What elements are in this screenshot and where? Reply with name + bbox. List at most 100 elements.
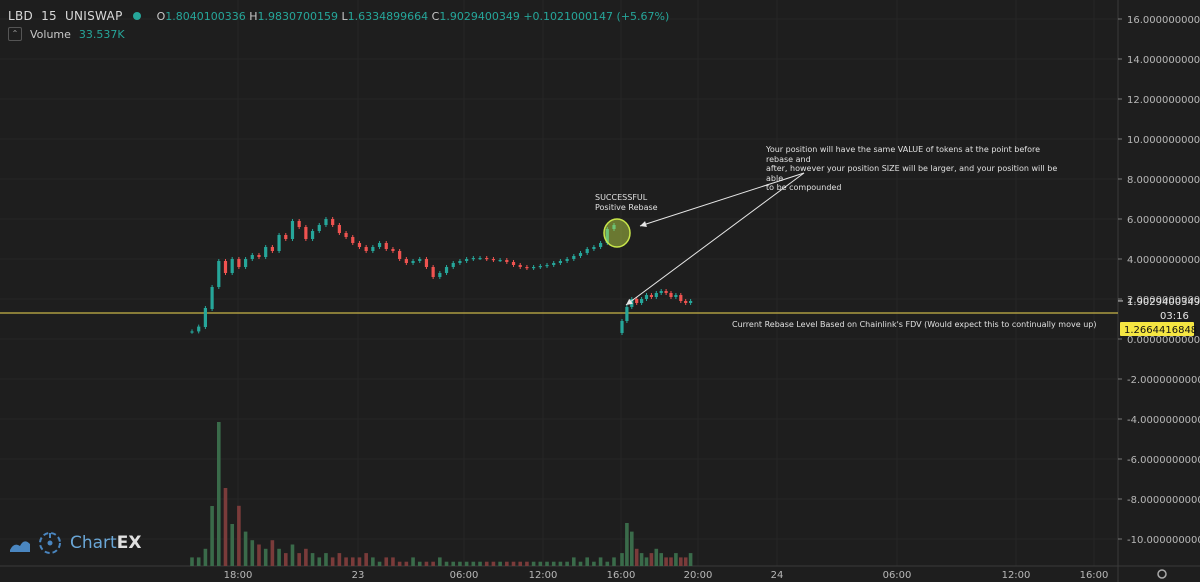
candle-body xyxy=(197,326,201,332)
candle-body xyxy=(511,262,516,265)
volume-bar xyxy=(310,553,315,566)
price-tick-label: 6.0000000000 xyxy=(1127,215,1200,226)
volume-bar xyxy=(598,557,603,566)
candle-body xyxy=(344,233,348,237)
candle-body xyxy=(297,221,301,227)
time-tick-label: 18:00 xyxy=(224,570,253,581)
volume-bar xyxy=(344,557,348,566)
volume-bar xyxy=(478,561,482,566)
candle-body xyxy=(669,293,673,297)
candle-body xyxy=(649,295,653,297)
rebase-level-label: Current Rebase Level Based on Chainlink'… xyxy=(732,320,1097,329)
candle-body xyxy=(635,299,639,303)
candle-body xyxy=(270,247,274,251)
candle-body xyxy=(578,253,583,256)
candle-body xyxy=(357,243,362,247)
candle-body xyxy=(337,225,341,233)
volume-bar xyxy=(404,561,409,566)
candle-body xyxy=(277,235,281,251)
volume-bar xyxy=(525,561,529,566)
volume-bar xyxy=(565,561,569,566)
candle-body xyxy=(640,299,644,303)
candle-body xyxy=(223,261,228,273)
volume-bar xyxy=(190,557,194,566)
volume-bar xyxy=(364,553,368,566)
volume-bar xyxy=(243,531,248,566)
volume-bar xyxy=(471,561,476,566)
candle-body xyxy=(377,243,382,247)
volume-bar xyxy=(411,557,415,566)
rebase-price-label: 1.2664416848 xyxy=(1124,325,1197,336)
volume-bar xyxy=(625,523,629,566)
time-tick-label: 16:00 xyxy=(1080,570,1109,581)
volume-bar xyxy=(649,553,654,566)
arrow-to-rebase xyxy=(639,172,805,227)
collapse-icon[interactable]: ⌃ xyxy=(8,27,22,41)
volume-bar xyxy=(377,561,382,566)
countdown-label: 03:16 xyxy=(1160,311,1189,322)
chart-legend: LBD 15 UNISWAP O1.8040100336 H1.98307001… xyxy=(8,8,669,42)
volume-bar xyxy=(505,561,509,566)
candle-body xyxy=(592,247,596,249)
price-tick-label: -2.0000000000 xyxy=(1127,375,1200,386)
volume-bar xyxy=(679,557,683,566)
volume-bar xyxy=(424,561,429,566)
candle-body xyxy=(451,263,455,267)
volume-bar xyxy=(545,561,549,566)
volume-bar xyxy=(620,553,624,566)
candle-body xyxy=(620,321,624,333)
volume-bar xyxy=(498,561,502,566)
candle-body xyxy=(525,267,529,269)
candle-body xyxy=(625,307,629,321)
time-tick-label: 16:00 xyxy=(607,570,636,581)
volume-bar xyxy=(304,548,308,566)
volume-bar xyxy=(444,561,449,566)
time-tick-label: 23 xyxy=(352,570,365,581)
candle-body xyxy=(689,301,693,303)
candle-body xyxy=(317,225,321,231)
candle-body xyxy=(438,273,442,277)
volume-bar xyxy=(203,548,208,566)
price-tick-label: 16.0000000000 xyxy=(1127,15,1200,26)
time-tick-label: 12:00 xyxy=(529,570,558,581)
price-tick-label: 4.0000000000 xyxy=(1127,255,1200,266)
volume-bar xyxy=(250,540,255,566)
volume-bar xyxy=(283,553,288,566)
volume-bar xyxy=(683,557,688,566)
candle-body xyxy=(498,260,502,262)
volume-bar xyxy=(397,561,402,566)
rebase-highlight-circle xyxy=(603,218,631,248)
candle-body xyxy=(243,259,248,267)
volume-bar xyxy=(337,553,342,566)
success-annotation: SUCCESSFUL Positive Rebase xyxy=(595,193,658,212)
candle-body xyxy=(458,261,462,263)
volume-bar xyxy=(317,557,322,566)
candle-body xyxy=(659,291,663,293)
symbol-label[interactable]: LBD xyxy=(8,9,34,23)
arrow-to-new-position xyxy=(625,172,805,306)
volume-bar xyxy=(324,553,328,566)
volume-bar xyxy=(451,561,456,566)
candle-body xyxy=(431,267,435,277)
volume-bar xyxy=(518,561,523,566)
volume-bar xyxy=(491,561,496,566)
candle-body xyxy=(404,259,408,263)
time-tick-label: 24 xyxy=(771,570,784,581)
interval-label[interactable]: 15 xyxy=(41,9,57,23)
volume-bar xyxy=(417,561,422,566)
volume-bar xyxy=(458,561,462,566)
price-tick-label: -10.0000000000 xyxy=(1127,535,1200,546)
volume-bar xyxy=(630,531,634,566)
volume-bar xyxy=(257,544,261,566)
volume-bar xyxy=(572,557,576,566)
candle-body xyxy=(444,267,449,273)
candle-body xyxy=(654,293,658,297)
volume-bar xyxy=(391,557,395,566)
candle-body xyxy=(371,247,375,251)
candle-body xyxy=(250,255,254,259)
volume-bar xyxy=(639,553,644,566)
candle-body xyxy=(644,295,649,299)
time-tick-label: 06:00 xyxy=(450,570,479,581)
candle-body xyxy=(664,291,668,293)
